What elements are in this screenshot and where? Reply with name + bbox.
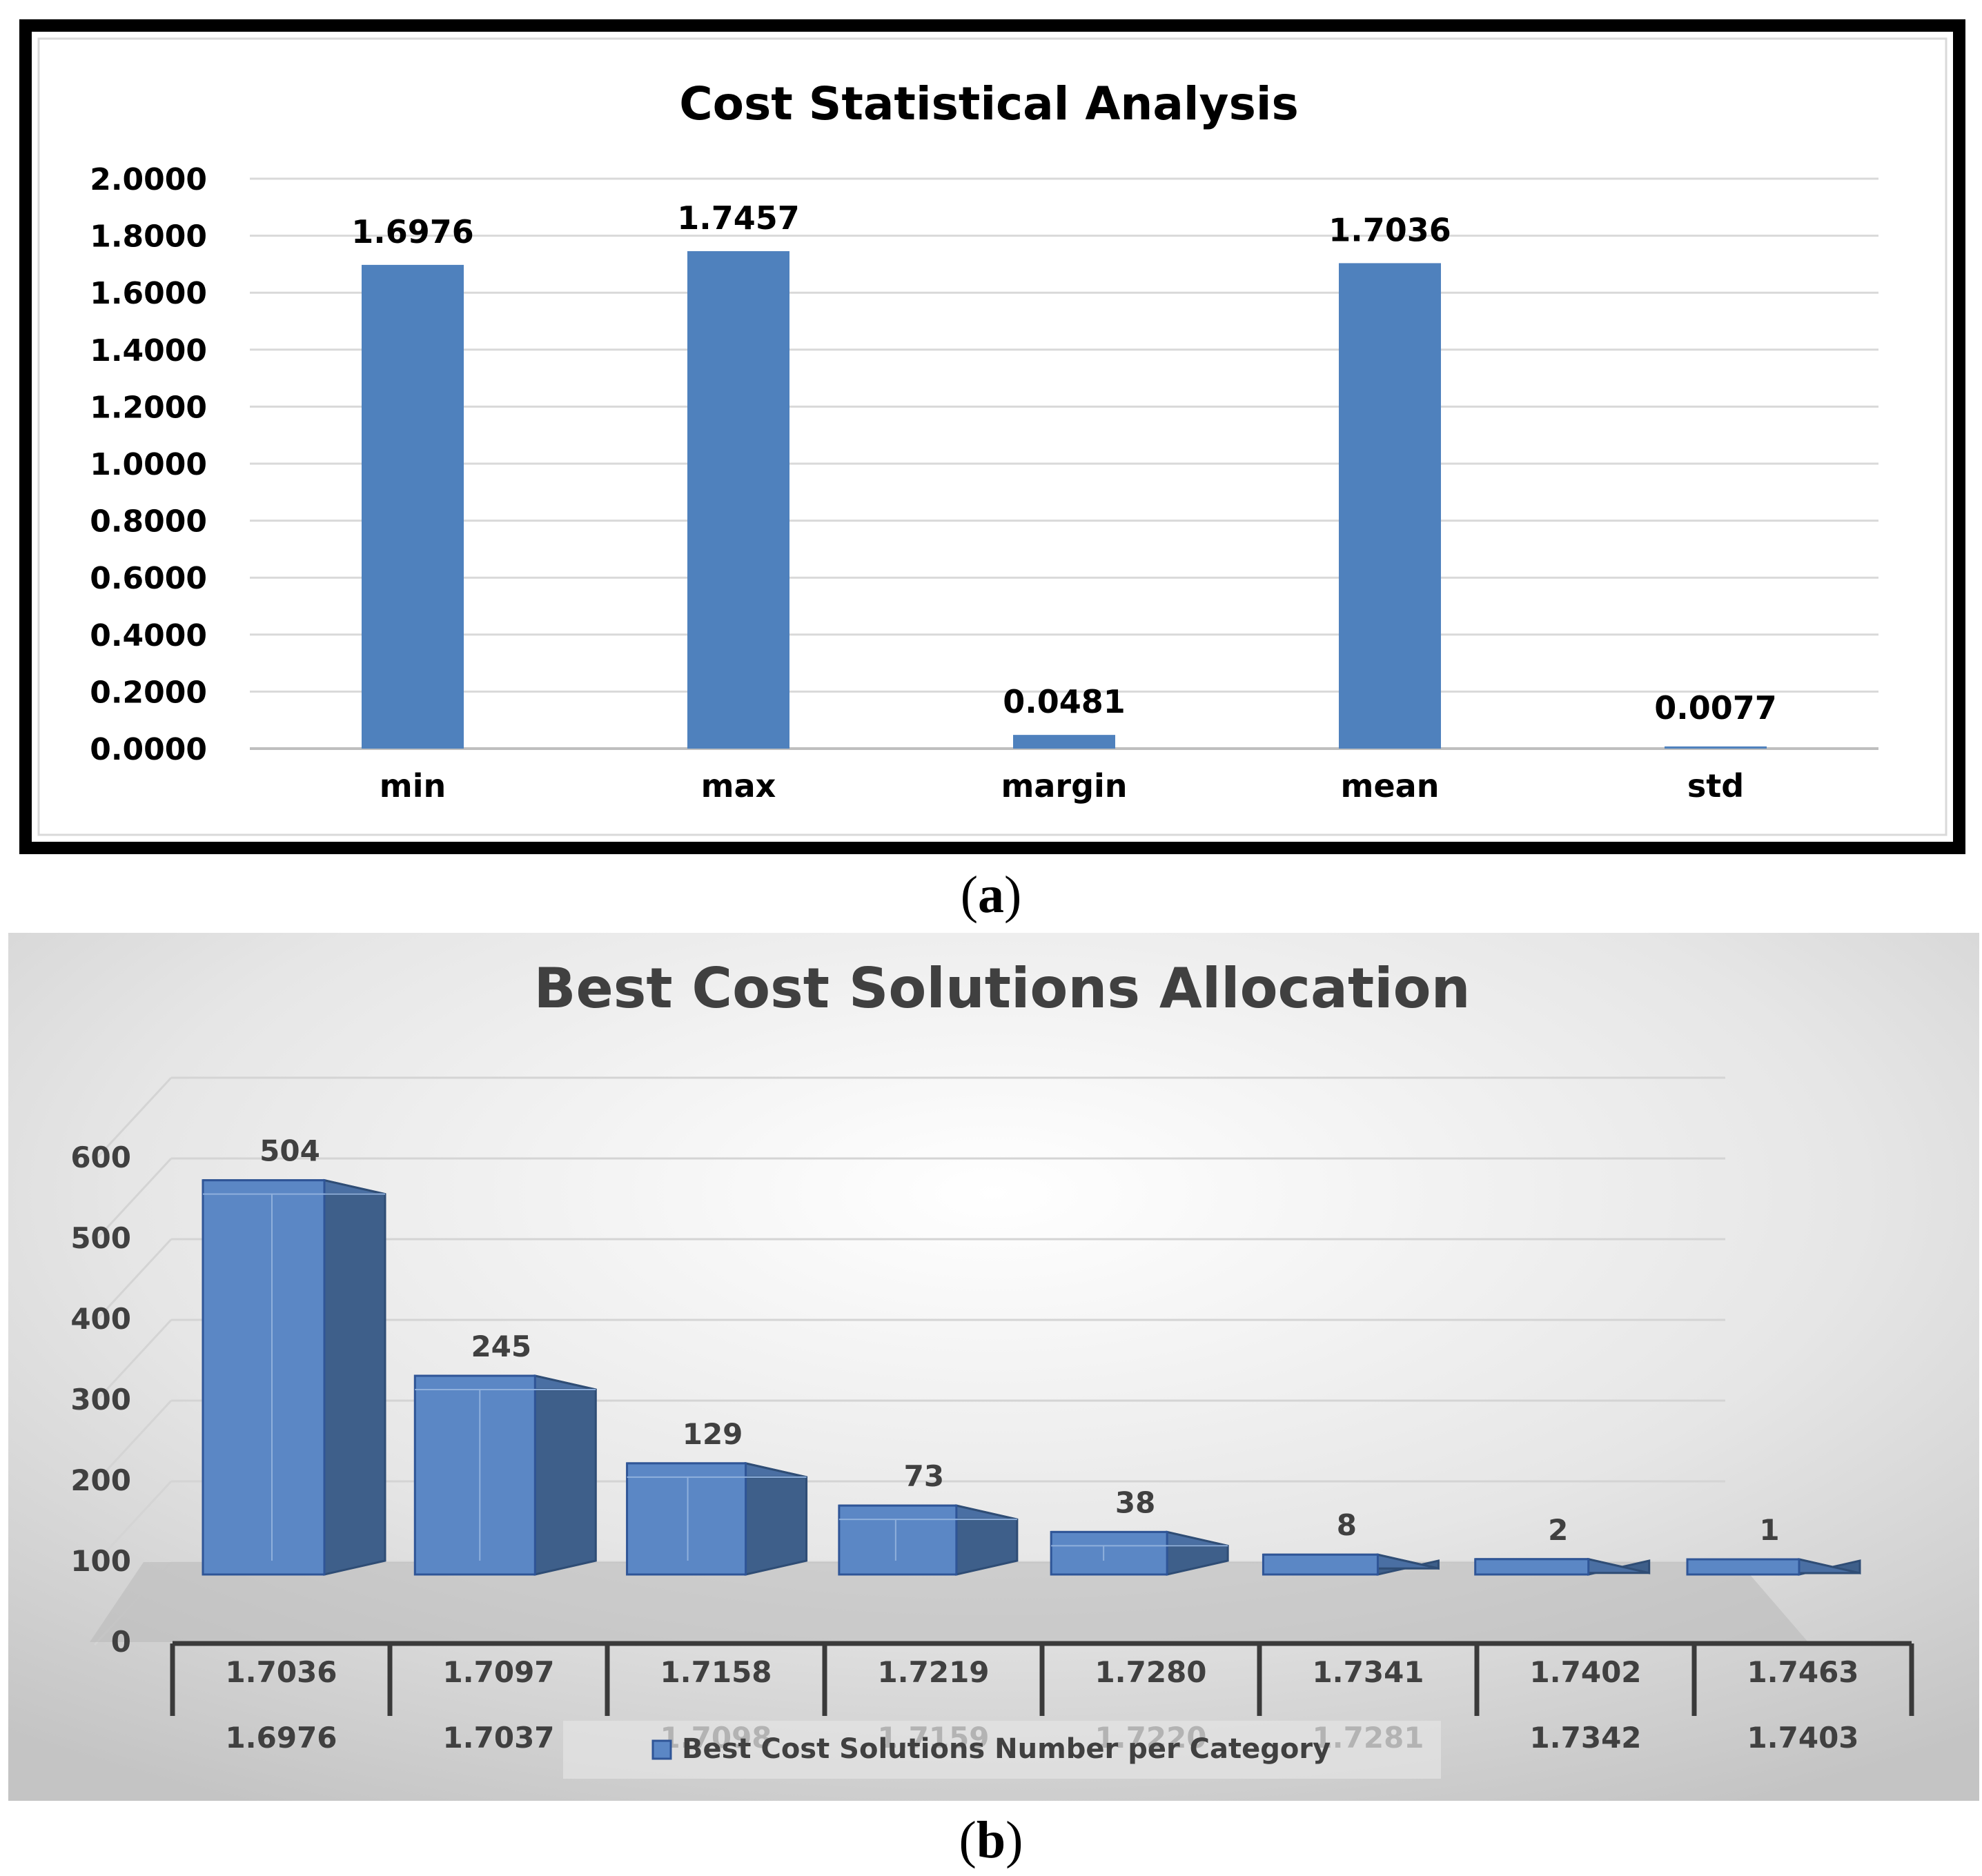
x-tick-label-mean: mean bbox=[1341, 767, 1440, 804]
category-lower-label: 1.7037 bbox=[442, 1721, 554, 1755]
bar-1 bbox=[413, 1374, 597, 1576]
chart-title: Best Cost Solutions Allocation bbox=[533, 956, 1470, 1020]
data-label-max: 1.7457 bbox=[677, 199, 800, 237]
y-tick-label: 300 bbox=[70, 1383, 131, 1416]
gridline-side bbox=[93, 1480, 173, 1566]
y-tick-label: 1.0000 bbox=[90, 447, 207, 482]
bar-0 bbox=[202, 1178, 386, 1576]
bar-front bbox=[1050, 1530, 1168, 1576]
data-label: 1 bbox=[1759, 1513, 1779, 1547]
y-tick-label: 2.0000 bbox=[90, 162, 207, 197]
y-tick-label: 100 bbox=[70, 1544, 131, 1578]
y-tick-label: 1.2000 bbox=[90, 390, 207, 425]
bar-side bbox=[745, 1462, 808, 1576]
bar-side bbox=[533, 1374, 597, 1576]
data-label: 504 bbox=[259, 1134, 320, 1168]
x-tick-label-margin: margin bbox=[1001, 767, 1127, 804]
y-tick-label: 0.0000 bbox=[90, 732, 207, 767]
bar-front bbox=[838, 1504, 958, 1576]
bars bbox=[202, 1178, 1861, 1576]
y-tick-label: 0.2000 bbox=[90, 675, 207, 710]
bars bbox=[362, 251, 1767, 749]
data-labels: 1.6976 1.7457 0.0481 1.7036 0.0077 bbox=[351, 199, 1777, 727]
gridline-side bbox=[93, 1076, 173, 1162]
bar-2 bbox=[626, 1462, 808, 1576]
bar-7 bbox=[1686, 1558, 1861, 1576]
data-labels: 504 245 129 73 38 8 2 1 bbox=[259, 1134, 1779, 1547]
bar-std bbox=[1665, 746, 1767, 749]
y-tick-label: 1.4000 bbox=[90, 333, 207, 368]
caption-a: (a) bbox=[960, 866, 1022, 924]
y-tick-label: 0.4000 bbox=[90, 618, 207, 653]
chart-frame bbox=[19, 19, 1965, 854]
gridline-side bbox=[93, 1319, 173, 1404]
category-upper-label: 1.7219 bbox=[877, 1655, 989, 1689]
x-tick-label-max: max bbox=[701, 767, 776, 804]
data-label: 245 bbox=[471, 1330, 531, 1363]
data-label: 73 bbox=[904, 1459, 944, 1493]
y-axis-ticks: 0 100 200 300 400 500 600 bbox=[70, 1141, 131, 1659]
data-label-min: 1.6976 bbox=[351, 213, 474, 250]
category-upper-label: 1.7036 bbox=[225, 1655, 337, 1689]
category-upper-label: 1.7097 bbox=[442, 1655, 554, 1689]
bar-max bbox=[687, 251, 789, 749]
best-cost-solutions-allocation-chart: Best Cost Solutions Allocation 0 100 200 30… bbox=[8, 933, 1979, 1801]
legend: Best Cost Solutions Number per Category bbox=[563, 1721, 1441, 1779]
bar-front bbox=[1262, 1553, 1379, 1576]
bar-margin bbox=[1013, 735, 1115, 749]
data-label: 8 bbox=[1337, 1508, 1357, 1542]
category-upper-label: 1.7463 bbox=[1747, 1655, 1858, 1689]
y-tick-label: 0.6000 bbox=[90, 561, 207, 596]
bar-4 bbox=[1050, 1530, 1229, 1576]
caption-b: (b) bbox=[959, 1811, 1023, 1869]
floor-plane bbox=[90, 1562, 1808, 1642]
category-upper-label: 1.7280 bbox=[1095, 1655, 1206, 1689]
y-axis-ticks: 0.0000 0.2000 0.4000 0.6000 0.8000 1.0000 1.20… bbox=[90, 162, 207, 767]
bar-mean bbox=[1339, 263, 1441, 749]
x-tick-label-std: std bbox=[1687, 767, 1744, 804]
chart-inner-border bbox=[37, 37, 1947, 836]
bar-front bbox=[413, 1374, 536, 1576]
bar-front bbox=[1474, 1558, 1590, 1576]
data-label: 38 bbox=[1115, 1485, 1155, 1519]
bar-3 bbox=[838, 1504, 1019, 1576]
legend-swatch bbox=[651, 1739, 672, 1760]
category-upper-label: 1.7341 bbox=[1312, 1655, 1424, 1689]
gridline-side bbox=[93, 1238, 173, 1323]
y-tick-label: 1.6000 bbox=[90, 276, 207, 311]
y-tick-label: 0 bbox=[111, 1625, 131, 1659]
category-lower-label: 1.7342 bbox=[1529, 1721, 1641, 1755]
bar-6 bbox=[1474, 1557, 1651, 1576]
chart-title: Cost Statistical Analysis bbox=[679, 77, 1299, 130]
data-label: 2 bbox=[1548, 1513, 1568, 1547]
category-lower-label: 1.7403 bbox=[1747, 1721, 1858, 1755]
category-upper-label: 1.7158 bbox=[660, 1655, 772, 1689]
floor bbox=[90, 1562, 1808, 1642]
legend-label: Best Cost Solutions Number per Category bbox=[682, 1733, 1331, 1765]
data-label-mean: 1.7036 bbox=[1328, 211, 1451, 248]
y-tick-label: 200 bbox=[70, 1463, 131, 1497]
bar-front bbox=[202, 1179, 326, 1576]
legend-box bbox=[563, 1721, 1441, 1779]
y-tick-label: 600 bbox=[70, 1141, 131, 1174]
y-tick-label: 0.8000 bbox=[90, 504, 207, 540]
data-label: 129 bbox=[683, 1417, 743, 1451]
bar-front bbox=[1686, 1558, 1801, 1576]
x-axis-ticks: min max margin mean std bbox=[380, 767, 1744, 804]
category-upper-label: 1.7402 bbox=[1529, 1655, 1641, 1689]
bar-5 bbox=[1262, 1553, 1440, 1576]
gridline-side bbox=[93, 1157, 173, 1243]
y-tick-label: 1.8000 bbox=[90, 219, 207, 255]
cost-statistical-analysis-chart: Cost Statistical Analysis 0.00000.20000.… bbox=[19, 19, 1965, 854]
category-lower-label: 1.6976 bbox=[225, 1721, 337, 1755]
bar-side bbox=[323, 1178, 386, 1576]
data-label-margin: 0.0481 bbox=[1003, 683, 1126, 720]
x-tick-label-min: min bbox=[380, 767, 446, 804]
gridline-side bbox=[93, 1399, 173, 1485]
y-tick-label: 500 bbox=[70, 1221, 131, 1255]
bar-min bbox=[362, 264, 464, 749]
data-label-std: 0.0077 bbox=[1654, 689, 1777, 727]
y-tick-label: 400 bbox=[70, 1302, 131, 1336]
bar-front bbox=[626, 1462, 747, 1576]
